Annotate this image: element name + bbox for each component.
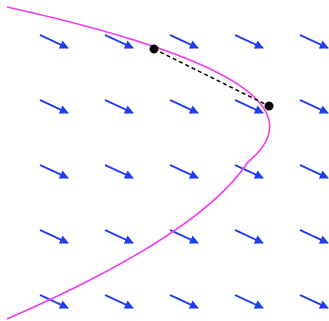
dashed-segment <box>153 48 270 107</box>
vector-arrow-r1-c3 <box>169 34 199 49</box>
vector-arrow-r3-c3 <box>169 164 199 179</box>
vector-arrow-r2-c1 <box>39 99 69 114</box>
vector-arrow-r1-c5 <box>299 34 329 49</box>
vector-arrow-r4-c2 <box>104 229 134 244</box>
parabola-curve <box>6 6 271 320</box>
vector-arrow-r3-c5 <box>299 164 329 179</box>
vector-arrow-r1-c1 <box>39 34 69 49</box>
vector-arrow-r4-c4 <box>234 229 264 244</box>
start-point <box>149 44 159 54</box>
vector-arrow-r5-c3 <box>169 294 199 309</box>
vector-arrow-r5-c2 <box>104 294 134 309</box>
vector-arrow-r2-c2 <box>104 99 134 114</box>
end-point <box>264 101 274 111</box>
vector-field-arrows <box>39 34 329 309</box>
vector-arrow-r2-c4 <box>234 99 264 114</box>
vector-arrow-r2-c3 <box>169 99 199 114</box>
vector-arrow-r3-c1 <box>39 164 69 179</box>
vector-arrow-r3-c2 <box>104 164 134 179</box>
vector-arrow-r4-c3 <box>169 229 199 244</box>
vector-arrow-r1-c4 <box>234 34 264 49</box>
vector-arrow-r3-c4 <box>234 164 264 179</box>
vector-arrow-r4-c1 <box>39 229 69 244</box>
vector-arrow-r5-c5 <box>299 294 329 309</box>
vector-arrow-r2-c5 <box>299 99 329 114</box>
vector-arrow-r1-c2 <box>104 34 134 49</box>
vector-arrow-r5-c4 <box>234 294 264 309</box>
vector-arrow-r4-c5 <box>299 229 329 244</box>
vector-arrow-r5-c1 <box>39 294 69 309</box>
